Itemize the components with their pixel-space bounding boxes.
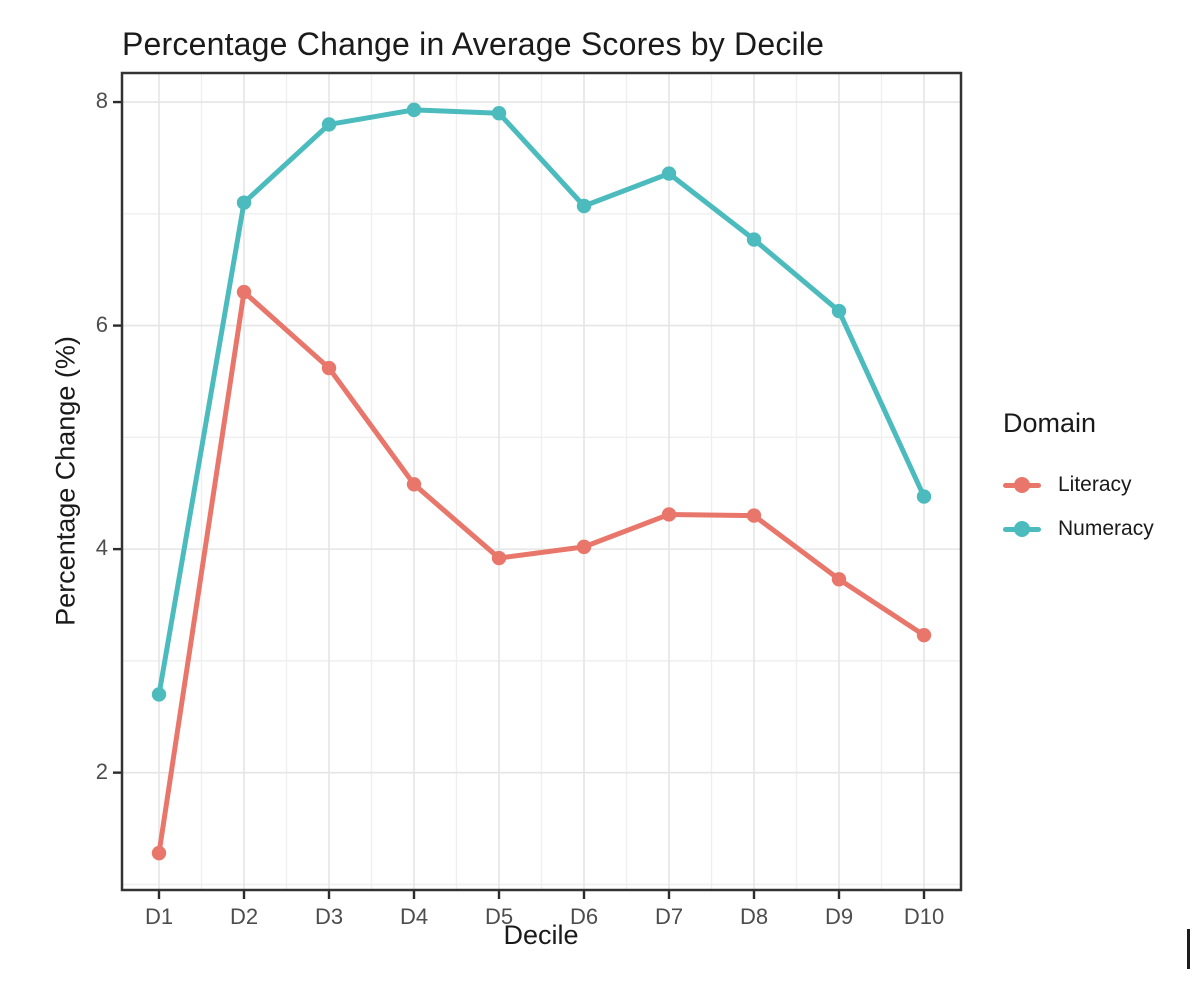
y-tick-label: 4 bbox=[95, 535, 108, 561]
x-axis-title: Decile bbox=[503, 920, 579, 950]
y-tick-label: 2 bbox=[95, 758, 108, 784]
panel-border bbox=[120, 71, 963, 892]
data-point-literacy-d6 bbox=[576, 539, 592, 555]
data-point-literacy-d10 bbox=[916, 627, 932, 643]
data-point-numeracy-d1 bbox=[151, 687, 167, 702]
series-line-numeracy bbox=[156, 107, 927, 697]
x-tick-label: D8 bbox=[739, 904, 769, 929]
legend-key-icon bbox=[1003, 519, 1041, 539]
data-point-numeracy-d9 bbox=[831, 303, 847, 319]
legend-item-literacy: Literacy bbox=[1003, 463, 1154, 507]
data-point-numeracy-d2 bbox=[236, 195, 252, 210]
legend: Domain Literacy Numeracy bbox=[1003, 408, 1154, 551]
data-point-literacy-d7 bbox=[661, 507, 677, 522]
x-tick-label: D9 bbox=[824, 904, 854, 929]
data-point-literacy-d3 bbox=[321, 360, 337, 376]
data-point-numeracy-d7 bbox=[661, 166, 677, 181]
data-point-numeracy-d5 bbox=[491, 106, 507, 121]
y-tick-label: 8 bbox=[95, 88, 108, 114]
data-point-numeracy-d10 bbox=[916, 489, 932, 504]
legend-label: Numeracy bbox=[1058, 517, 1154, 540]
data-point-literacy-d1 bbox=[151, 845, 167, 861]
data-point-literacy-d9 bbox=[831, 572, 847, 587]
x-tick-label: D3 bbox=[314, 904, 344, 929]
data-point-numeracy-d6 bbox=[576, 198, 592, 214]
y-tick-label: 6 bbox=[95, 311, 108, 337]
data-point-numeracy-d3 bbox=[321, 117, 337, 132]
x-tick-label: D7 bbox=[654, 904, 684, 929]
data-point-literacy-d5 bbox=[491, 550, 507, 566]
text-cursor-artifact bbox=[1187, 929, 1190, 969]
x-tick-label: D2 bbox=[229, 904, 259, 929]
data-point-numeracy-d4 bbox=[406, 102, 422, 118]
legend-label: Literacy bbox=[1058, 473, 1132, 496]
legend-items: Literacy Numeracy bbox=[1003, 463, 1154, 551]
x-tick-label: D5 bbox=[484, 904, 514, 929]
series-line-literacy bbox=[156, 289, 927, 856]
x-tick-label: D1 bbox=[144, 904, 174, 929]
y-axis-title: Percentage Change (%) bbox=[50, 336, 81, 626]
data-point-numeracy-d8 bbox=[746, 232, 762, 247]
legend-title: Domain bbox=[1003, 408, 1097, 438]
x-tick-label: D4 bbox=[399, 904, 429, 929]
legend-item-numeracy: Numeracy bbox=[1003, 507, 1154, 551]
legend-key-icon bbox=[1003, 475, 1041, 495]
data-point-literacy-d8 bbox=[746, 508, 762, 523]
chart-title: Percentage Change in Average Scores by D… bbox=[122, 26, 825, 62]
x-tick-label: D10 bbox=[903, 904, 945, 929]
data-point-literacy-d2 bbox=[236, 284, 252, 300]
x-tick-label: D6 bbox=[569, 904, 599, 929]
data-point-literacy-d4 bbox=[406, 477, 422, 492]
